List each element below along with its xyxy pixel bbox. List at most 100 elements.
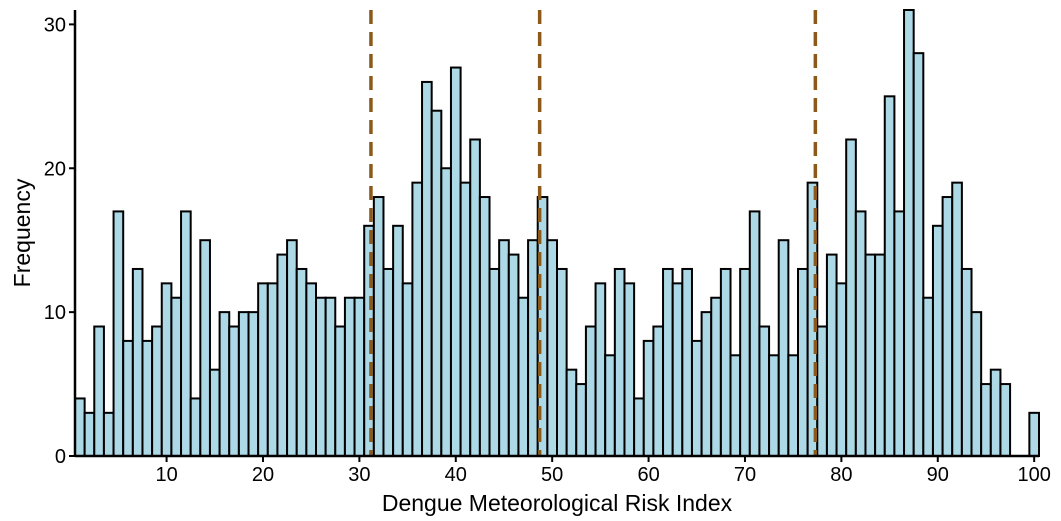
histogram-bar	[989, 368, 1002, 458]
histogram-bar	[690, 339, 703, 457]
histogram-bar	[970, 311, 983, 457]
histogram-bar	[787, 354, 799, 457]
histogram-bar	[893, 210, 906, 457]
x-tick-label: 30	[348, 464, 370, 486]
histogram-bar	[382, 267, 395, 457]
histogram-bar	[1028, 411, 1040, 458]
histogram-bar	[980, 383, 992, 457]
histogram-bar	[633, 397, 645, 457]
histogram-bar	[170, 296, 183, 458]
histogram-bar	[228, 325, 240, 458]
x-tick-label: 10	[155, 464, 177, 486]
histogram-bar	[700, 311, 713, 457]
histogram-bar	[151, 325, 163, 458]
histogram-bar	[286, 239, 298, 457]
histogram-bar	[931, 224, 944, 457]
histogram-bar	[883, 95, 896, 458]
histogram-bar	[825, 253, 838, 457]
histogram-bar	[739, 267, 751, 457]
histogram-bar	[469, 138, 481, 458]
histogram-bar	[652, 325, 665, 458]
histogram-bar	[748, 210, 761, 457]
histogram-bar	[353, 296, 366, 458]
histogram-bar	[584, 325, 597, 458]
histogram-bar	[797, 267, 809, 457]
histogram-bar	[440, 167, 452, 458]
x-tick-label: 70	[734, 464, 756, 486]
histogram-bar	[729, 354, 742, 457]
histogram-bar	[208, 368, 221, 458]
histogram-bar	[912, 52, 925, 458]
x-tick-label: 60	[637, 464, 659, 486]
y-axis-title: Frequency	[9, 178, 35, 287]
histogram-bar	[324, 296, 337, 458]
histogram-bar	[960, 267, 973, 457]
histogram-bar	[941, 196, 954, 457]
histogram-bar	[343, 296, 356, 458]
histogram-bar	[160, 282, 173, 457]
histogram-bar	[874, 253, 886, 457]
histogram-bar	[401, 282, 414, 457]
histogram-bar	[189, 397, 202, 457]
histogram-bar	[315, 296, 327, 458]
histogram-bar	[854, 210, 867, 457]
histogram-bar	[758, 325, 771, 458]
histogram-bar	[247, 311, 260, 457]
histogram-bar	[392, 224, 404, 457]
y-tick-label: 10	[44, 302, 66, 324]
x-tick-label: 40	[445, 464, 467, 486]
x-tick-label: 80	[830, 464, 852, 486]
histogram-bar	[719, 267, 732, 457]
y-tick-label: 30	[44, 14, 66, 36]
histogram-bar	[951, 181, 963, 457]
histogram-bar	[864, 253, 877, 457]
histogram-bar	[266, 282, 279, 457]
histogram-bar	[276, 253, 289, 457]
x-tick-label: 90	[927, 464, 949, 486]
histogram-bar	[662, 267, 674, 457]
histogram-bar	[546, 239, 558, 457]
x-axis-ticks: 10 20 30 40 50 60 70 80 90 100	[155, 456, 1051, 486]
histogram-bar	[710, 296, 722, 458]
histogram-bar	[835, 282, 848, 457]
histogram-bar	[334, 325, 346, 458]
histogram-bar	[517, 296, 530, 458]
histogram-bar	[507, 253, 520, 457]
y-tick-label: 20	[44, 158, 66, 180]
histogram-bar	[777, 239, 790, 457]
histogram-bar	[768, 354, 780, 457]
histogram-bar	[575, 383, 587, 457]
histogram-bar	[411, 181, 424, 457]
histogram-bar	[556, 267, 568, 457]
histogram-bar	[257, 282, 269, 457]
histogram-bar	[83, 411, 96, 458]
histogram-bar	[845, 138, 857, 458]
histogram-bar	[74, 397, 86, 457]
histogram-bar	[295, 267, 308, 457]
histogram-bar	[816, 325, 828, 458]
histogram-bar	[498, 239, 510, 457]
reference-lines-group	[369, 10, 818, 456]
histogram-bar	[488, 267, 501, 457]
histogram-bar	[623, 282, 636, 457]
x-axis-title: Dengue Meteorological Risk Index	[382, 490, 733, 516]
histogram-bar	[218, 311, 231, 457]
histogram-bar	[237, 311, 250, 457]
histogram-bar	[102, 411, 115, 458]
x-tick-label: 50	[541, 464, 563, 486]
histogram-bar	[459, 181, 472, 457]
histogram-bar	[565, 368, 578, 458]
histogram-bar	[372, 196, 385, 457]
histogram-bar	[594, 282, 607, 457]
histogram-bar	[604, 354, 616, 457]
histogram-bar	[131, 267, 144, 457]
histogram-bar	[421, 80, 433, 457]
y-tick-label: 0	[55, 446, 66, 468]
histogram-bar	[93, 325, 105, 458]
x-tick-label: 20	[252, 464, 274, 486]
histogram-bar	[449, 66, 462, 457]
bars-group	[74, 9, 1040, 458]
histogram-bar	[999, 383, 1012, 457]
histogram-bar	[199, 239, 211, 457]
